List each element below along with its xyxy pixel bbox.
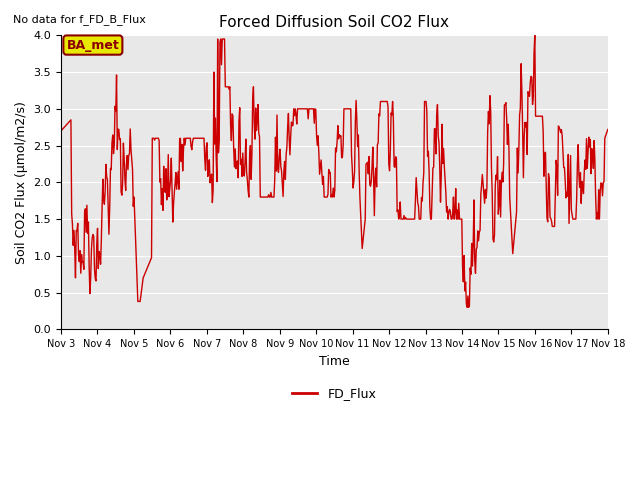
Text: BA_met: BA_met <box>67 38 119 51</box>
Legend: FD_Flux: FD_Flux <box>287 383 381 406</box>
X-axis label: Time: Time <box>319 355 350 368</box>
Y-axis label: Soil CO2 Flux (μmol/m2/s): Soil CO2 Flux (μmol/m2/s) <box>15 101 28 264</box>
Title: Forced Diffusion Soil CO2 Flux: Forced Diffusion Soil CO2 Flux <box>220 15 449 30</box>
Text: No data for f_FD_B_Flux: No data for f_FD_B_Flux <box>13 14 146 25</box>
